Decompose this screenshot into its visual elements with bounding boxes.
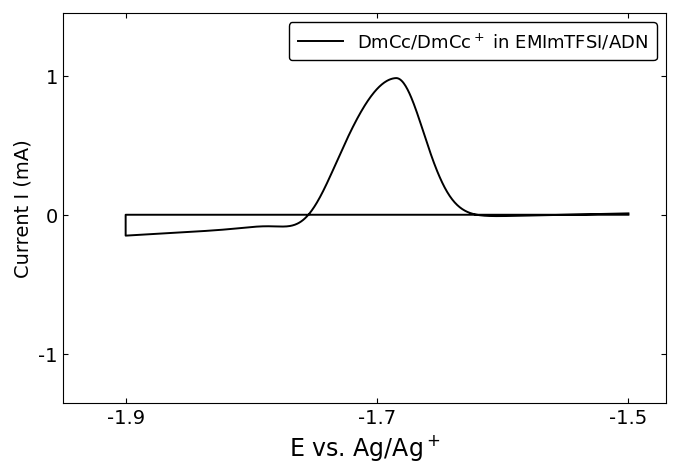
DmCc/DmCc$^+$ in EMImTFSI/ADN xyxy=(444,212,452,218)
DmCc/DmCc$^+$ in EMImTFSI/ADN xyxy=(169,212,177,218)
X-axis label: E vs. Ag/Ag$^+$: E vs. Ag/Ag$^+$ xyxy=(288,432,440,462)
Y-axis label: Current I (mA): Current I (mA) xyxy=(14,139,33,278)
Line: DmCc/DmCc$^+$ in EMImTFSI/ADN: DmCc/DmCc$^+$ in EMImTFSI/ADN xyxy=(126,79,628,236)
DmCc/DmCc$^+$ in EMImTFSI/ADN xyxy=(392,76,401,82)
DmCc/DmCc$^+$ in EMImTFSI/ADN xyxy=(605,212,613,218)
DmCc/DmCc$^+$ in EMImTFSI/ADN xyxy=(561,212,569,218)
DmCc/DmCc$^+$ in EMImTFSI/ADN xyxy=(624,211,632,217)
DmCc/DmCc$^+$ in EMImTFSI/ADN xyxy=(133,233,141,238)
DmCc/DmCc$^+$ in EMImTFSI/ADN xyxy=(624,212,632,218)
Legend: DmCc/DmCc$^+$ in EMImTFSI/ADN: DmCc/DmCc$^+$ in EMImTFSI/ADN xyxy=(288,23,657,61)
DmCc/DmCc$^+$ in EMImTFSI/ADN xyxy=(312,201,320,207)
DmCc/DmCc$^+$ in EMImTFSI/ADN xyxy=(122,233,130,239)
